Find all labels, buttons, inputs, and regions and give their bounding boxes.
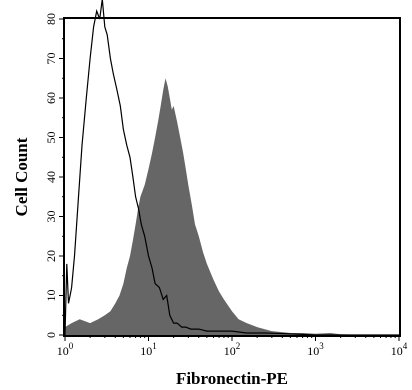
x-tick-label: 100	[57, 341, 74, 358]
y-tick-label: 60	[44, 92, 58, 104]
y-tick-label: 20	[44, 250, 58, 262]
x-tick-label: 104	[391, 341, 408, 358]
y-tick-label: 0	[44, 332, 58, 338]
plot-layer	[64, 0, 399, 336]
x-tick-label: 102	[224, 341, 241, 358]
x-tick-label: 101	[140, 341, 157, 358]
y-tick-label: 70	[44, 53, 58, 65]
y-tick-label: 80	[44, 13, 58, 25]
y-axis-ticks: 0 10 20 30 40 50 60 70 80	[44, 13, 65, 338]
series-outline-histogram	[64, 0, 399, 336]
x-axis-ticks: 100 101 102 103 104	[57, 335, 408, 358]
series-filled-histogram	[65, 78, 399, 336]
y-tick-label: 50	[44, 132, 58, 144]
y-tick-label: 30	[44, 211, 58, 223]
plot-frame	[63, 17, 401, 337]
y-axis-label: Cell Count	[12, 137, 31, 216]
x-tick-label: 103	[307, 341, 324, 358]
y-tick-label: 40	[44, 171, 58, 183]
y-tick-label: 10	[44, 290, 58, 302]
x-axis-label: Fibronectin-PE	[176, 369, 288, 388]
